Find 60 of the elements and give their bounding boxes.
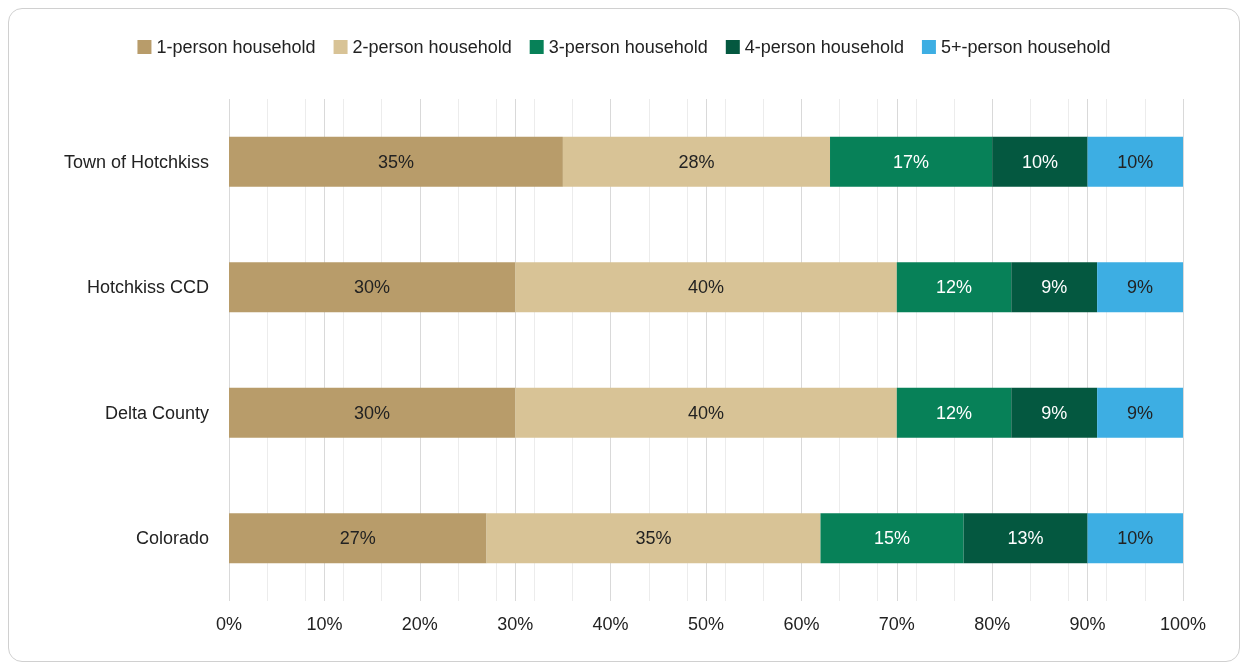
data-label: 9% bbox=[1127, 277, 1154, 298]
y-tick-label: Town of Hotchkiss bbox=[63, 151, 209, 172]
data-label: 40% bbox=[687, 402, 725, 423]
bar bbox=[229, 513, 487, 564]
data-label: 27% bbox=[339, 528, 376, 549]
bar bbox=[992, 136, 1088, 187]
data-label: 13% bbox=[1007, 528, 1044, 549]
bar bbox=[830, 136, 993, 187]
bar bbox=[963, 513, 1088, 564]
bar bbox=[515, 387, 897, 438]
bar bbox=[229, 136, 563, 187]
x-tick-label: 30% bbox=[497, 614, 534, 634]
data-label: 40% bbox=[687, 277, 725, 298]
x-tick-label: 50% bbox=[687, 614, 725, 634]
data-label: 9% bbox=[1041, 402, 1068, 423]
x-tick-label: 20% bbox=[401, 614, 438, 634]
data-label: 9% bbox=[1041, 277, 1068, 298]
x-tick-label: 100% bbox=[1159, 614, 1207, 634]
y-tick-label: Delta County bbox=[104, 402, 209, 423]
data-label: 10% bbox=[1117, 151, 1154, 172]
bar bbox=[229, 387, 516, 438]
data-label: 10% bbox=[1021, 151, 1058, 172]
legend-label: 3-person household bbox=[548, 37, 708, 57]
data-label: 30% bbox=[354, 402, 391, 423]
data-label: 10% bbox=[1117, 528, 1154, 549]
legend-label: 4-person household bbox=[744, 37, 904, 57]
bar bbox=[1087, 136, 1183, 187]
data-label: 17% bbox=[893, 151, 930, 172]
bar bbox=[229, 262, 516, 313]
data-label: 28% bbox=[678, 151, 715, 172]
x-tick-label: 90% bbox=[1069, 614, 1106, 634]
x-tick-label: 60% bbox=[783, 614, 820, 634]
bar bbox=[896, 262, 1012, 313]
x-tick-label: 0% bbox=[215, 614, 243, 634]
data-label: 35% bbox=[635, 528, 672, 549]
x-tick-label: 80% bbox=[974, 614, 1011, 634]
data-label: 12% bbox=[936, 402, 973, 423]
x-tick-label: 40% bbox=[592, 614, 629, 634]
bar bbox=[486, 513, 821, 564]
x-tick-label: 10% bbox=[306, 614, 343, 634]
bar bbox=[1097, 387, 1183, 438]
legend-label: 5+-person household bbox=[940, 37, 1111, 57]
bar bbox=[820, 513, 964, 564]
data-label: 9% bbox=[1127, 402, 1154, 423]
data-label: 12% bbox=[936, 277, 973, 298]
bar bbox=[515, 262, 897, 313]
bar bbox=[1011, 262, 1098, 313]
y-tick-label: Hotchkiss CCD bbox=[86, 277, 209, 298]
legend-label: 1-person household bbox=[156, 37, 316, 57]
bar bbox=[1087, 513, 1183, 564]
x-tick-label: 70% bbox=[878, 614, 915, 634]
data-label: 30% bbox=[354, 277, 391, 298]
bar bbox=[896, 387, 1012, 438]
legend-label: 2-person household bbox=[352, 37, 512, 57]
data-label: 35% bbox=[377, 151, 414, 172]
data-label: 15% bbox=[874, 528, 911, 549]
y-tick-label: Colorado bbox=[135, 528, 209, 549]
bar bbox=[562, 136, 831, 187]
bar bbox=[1097, 262, 1183, 313]
bar bbox=[1011, 387, 1098, 438]
